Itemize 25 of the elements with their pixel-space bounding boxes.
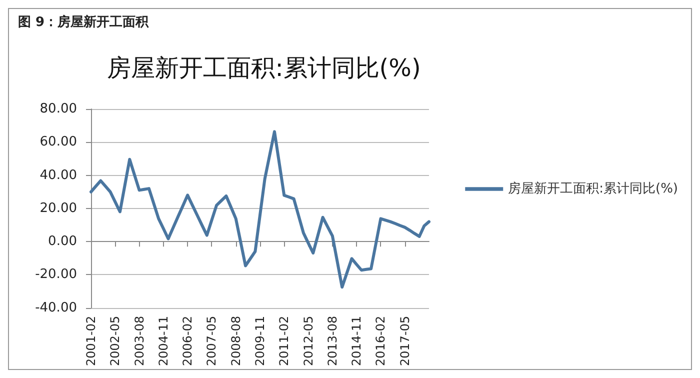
y-tick-label: -20.00 (35, 267, 77, 282)
y-tick-label: 20.00 (40, 200, 77, 216)
x-tick-label: 2016-02 (374, 316, 388, 366)
chart-title: 图 9：房屋新开工面积 (18, 14, 150, 30)
chart-subtitle: 房屋新开工面积:累计同比(%) (107, 54, 421, 82)
x-tick-label: 2013-08 (325, 316, 340, 366)
x-tick-label: 2004-11 (156, 316, 170, 366)
x-tick-label: 2007-05 (204, 316, 219, 366)
legend-label: 房屋新开工面积:累计同比(%) (508, 180, 678, 196)
x-tick-label: 2012-05 (301, 316, 316, 366)
x-tick-label: 2008-08 (228, 316, 243, 366)
x-tick-label: 2006-02 (180, 316, 195, 366)
x-tick-label: 2001-02 (84, 316, 98, 366)
x-tick-label: 2017-05 (398, 316, 412, 366)
x-tick-label: 2009-11 (253, 316, 267, 366)
y-tick-label: 0.00 (48, 234, 77, 250)
line-series (90, 130, 430, 289)
y-tick-label: 60.00 (40, 134, 77, 150)
y-tick-label: -40.00 (35, 300, 77, 316)
y-tick-label: 40.00 (40, 168, 77, 183)
x-tick-label: 2003-08 (132, 316, 146, 366)
x-tick-label: 2014-11 (350, 316, 364, 366)
y-tick-label: 80.00 (40, 102, 77, 116)
x-tick-label: 2002-05 (108, 316, 122, 366)
x-tick-label: 2011-02 (277, 316, 292, 366)
